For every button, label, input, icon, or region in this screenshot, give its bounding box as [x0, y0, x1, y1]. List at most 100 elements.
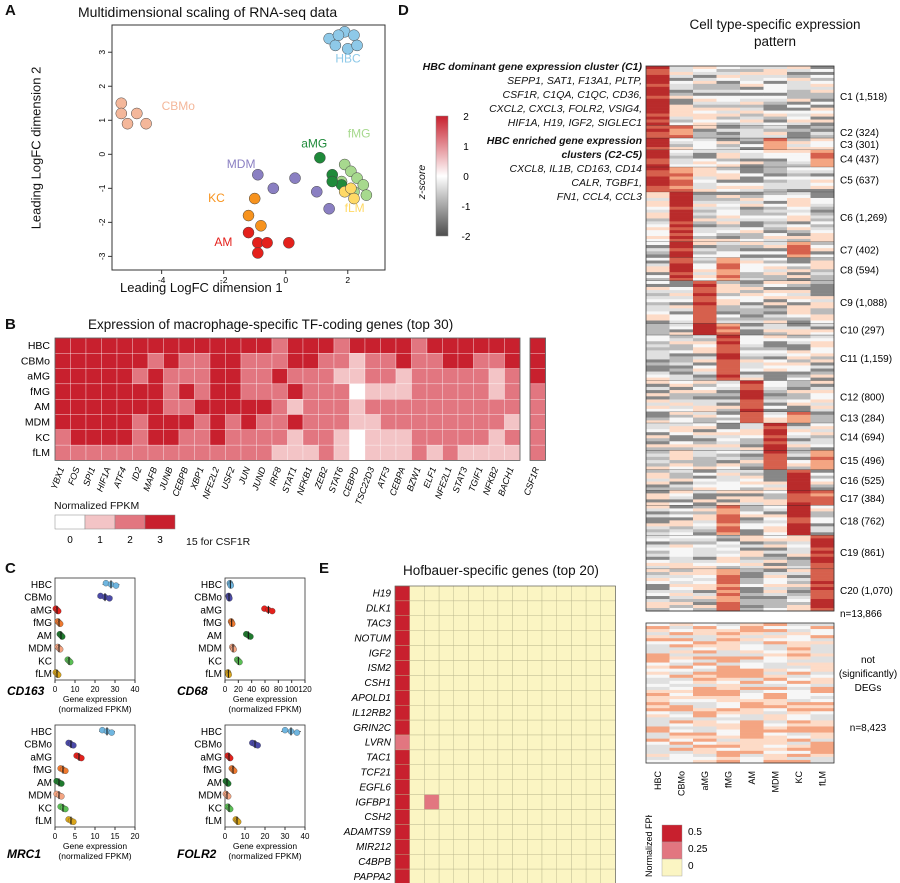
cluster-heat-cell: [693, 68, 717, 73]
cluster-heat-cell: [740, 441, 764, 445]
cluster-heat-cell: [810, 608, 835, 612]
cluster-heat-cell: [787, 218, 811, 222]
cluster-heat-cell: [787, 383, 811, 388]
hofbauer-heat-cell: [497, 585, 513, 602]
cluster-heat-cell: [669, 233, 694, 237]
cluster-heat-cell: [669, 101, 694, 105]
nondeg-heat-cell: [716, 626, 741, 630]
cluster-heat-cell: [669, 412, 694, 416]
nondeg-heat-cell: [787, 705, 811, 709]
nondeg-heat-cell: [693, 671, 717, 676]
cluster-heat-cell: [763, 236, 788, 240]
nondeg-heat-cell: [716, 674, 741, 679]
dotplot-x-tick-label: 0: [53, 685, 58, 694]
cluster-heat-cell: [669, 209, 694, 213]
cluster-heat-cell: [810, 466, 835, 471]
cluster-heat-cell: [669, 383, 694, 388]
cluster-heat-cell: [693, 257, 717, 261]
cluster-heat-cell: [693, 460, 717, 464]
tf-heat-cell: [287, 383, 304, 400]
cluster-heat-cell: [716, 359, 741, 363]
cluster-heat-cell: [787, 405, 811, 410]
dotplot-gene-name: FOLR2: [177, 847, 217, 861]
cluster-heat-cell: [669, 182, 694, 187]
nondeg-heat-cell: [787, 662, 811, 666]
nondeg-heat-cell: [787, 708, 811, 712]
dotplot-category-label: fMG: [33, 618, 52, 629]
tf-heat-cell: [147, 429, 164, 446]
cluster-heat-cell: [787, 101, 811, 105]
cluster-heat-cell: [716, 429, 741, 433]
dotplot-x-tick-label: 60: [261, 685, 270, 694]
cluster-label: C2 (324): [840, 128, 879, 139]
cluster-heat-cell: [810, 590, 835, 594]
cluster-heat-cell: [669, 248, 694, 252]
nondeg-heat-cell: [763, 699, 788, 703]
nondeg-heat-cell: [740, 729, 764, 733]
cluster-heat-cell: [646, 287, 670, 291]
hofbauer-heat-cell: [585, 824, 602, 840]
cluster-heat-cell: [763, 365, 788, 369]
cluster-heat-cell: [693, 353, 717, 357]
cluster-heat-cell: [646, 254, 670, 258]
cluster-heat-cell: [669, 475, 694, 479]
cluster-heat-cell: [646, 608, 670, 612]
hofbauer-heat-cell: [424, 749, 440, 765]
nondeg-label: (significantly): [839, 669, 897, 680]
cluster-heat-cell: [669, 195, 694, 199]
cluster-heat-cell: [693, 170, 717, 174]
cluster-heat-cell: [716, 420, 741, 424]
hofbauer-heat-cell: [541, 809, 557, 825]
cluster-heat-cell: [810, 447, 835, 451]
nondeg-heat-cell: [810, 671, 835, 676]
cluster-heat-cell: [693, 559, 717, 564]
mds-point-mdm: [311, 185, 323, 198]
hofbauer-legend-swatch: [661, 858, 683, 877]
nondeg-heat-cell: [646, 689, 670, 694]
cluster-heat-cell: [740, 329, 764, 333]
cluster-heat-cell: [693, 569, 717, 573]
nondeg-heat-cell: [787, 668, 811, 672]
hofbauer-heat-cell: [512, 719, 528, 736]
hofbauer-gene-label: APOLD1: [351, 693, 391, 704]
cluster-heat-cell: [669, 429, 694, 433]
cluster-heat-cell: [740, 296, 764, 300]
nondeg-heat-cell: [669, 729, 694, 733]
cluster-heat-cell: [787, 209, 811, 213]
nondeg-heat-cell: [810, 647, 835, 651]
nondeg-heat-cell: [763, 647, 788, 651]
cluster-heat-cell: [669, 83, 694, 88]
tf-heat-cell: [163, 399, 180, 415]
cluster-heat-cell: [787, 158, 811, 162]
zscore-tick: -2: [462, 232, 471, 243]
cluster-label: C15 (496): [840, 456, 884, 467]
tf-heat-cell: [318, 399, 335, 415]
nondeg-heat-cell: [716, 741, 741, 746]
cluster-heat-cell: [669, 581, 694, 585]
hofbauer-heatmap-title: Hofbauer-specific genes (top 20): [403, 563, 599, 578]
hofbauer-heat-cell: [512, 600, 528, 616]
cluster-heat-cell: [716, 532, 741, 536]
cluster-heat-cell: [716, 188, 741, 193]
nondeg-heat-cell: [646, 732, 670, 736]
nondeg-heat-cell: [716, 720, 741, 724]
cluster-heat-cell: [787, 176, 811, 180]
hofbauer-heat-cell: [527, 749, 543, 765]
cluster-heat-cell: [740, 590, 764, 594]
cluster-heat-cell: [787, 182, 811, 187]
cluster-heat-cell: [716, 541, 741, 545]
cluster-heat-cell: [810, 374, 835, 378]
cluster-heat-cell: [810, 215, 835, 219]
tf-heat-cell: [240, 368, 257, 385]
cluster-heat-cell: [716, 152, 741, 157]
cluster-heat-cell: [646, 329, 670, 333]
cluster-heat-cell: [693, 179, 717, 184]
cluster-heat-cell: [693, 466, 717, 471]
cluster-heat-cell: [810, 308, 835, 312]
fpkm-legend-swatch: [84, 514, 116, 530]
nondeg-heat-cell: [810, 632, 835, 636]
cluster-heat-cell: [763, 532, 788, 536]
cluster-heat-cell: [669, 167, 694, 171]
cluster-heat-cell: [810, 444, 835, 448]
